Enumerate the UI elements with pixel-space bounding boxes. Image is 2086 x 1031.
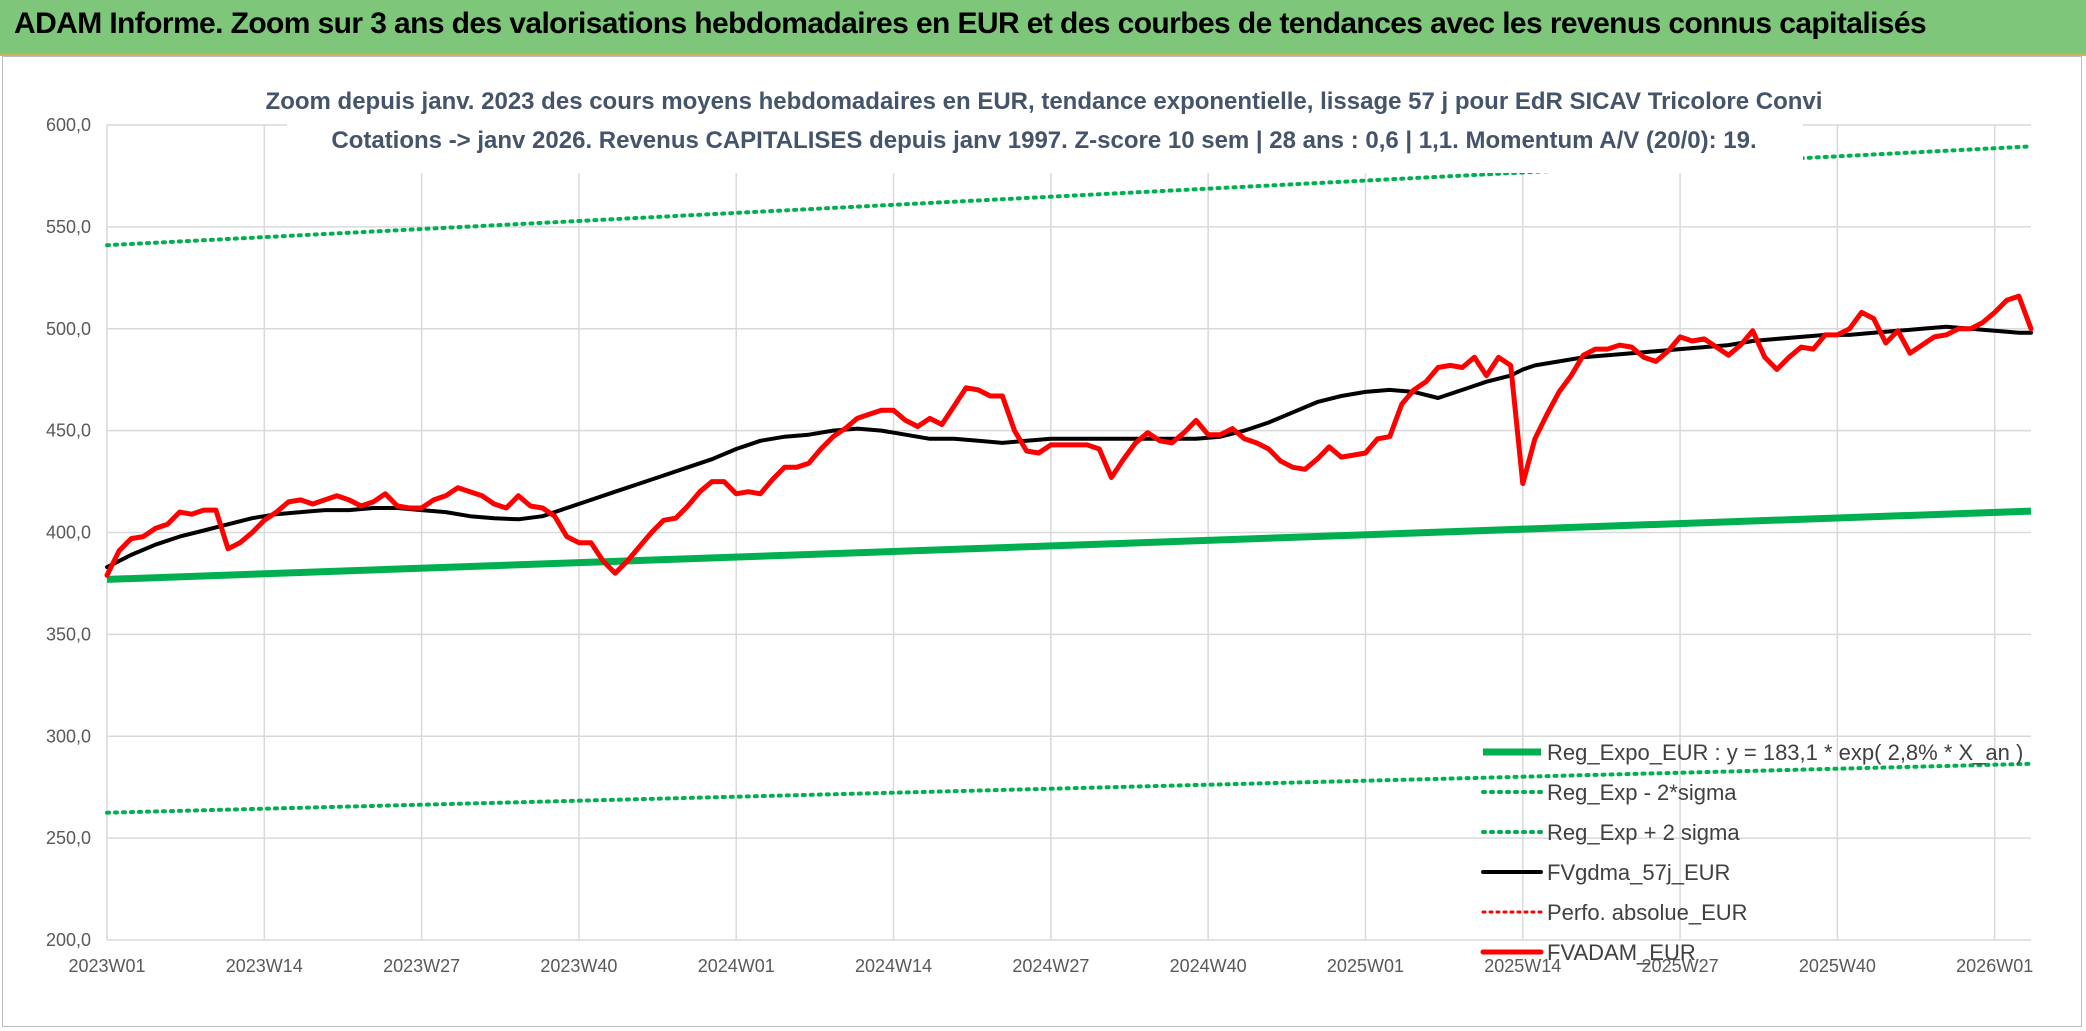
series-reg-minus-2sigma <box>105 761 2033 815</box>
legend-label: FVADAM_EUR <box>1547 940 1696 965</box>
y-tick-label: 300,0 <box>46 726 91 746</box>
y-tick-label: 400,0 <box>46 523 91 543</box>
legend-label: Perfo. absolue_EUR <box>1547 900 1748 925</box>
x-tick-label: 2023W27 <box>383 956 460 976</box>
x-tick-label: 2026W01 <box>1956 956 2033 976</box>
x-tick-label: 2023W14 <box>226 956 303 976</box>
x-tick-label: 2024W27 <box>1012 956 1089 976</box>
chart: 200,0 250,0 300,0 350,0 400,0 450,0 500,0 550,0… <box>46 57 2034 976</box>
x-tick-label: 2025W14 <box>1484 956 1561 976</box>
x-tick-label: 2024W14 <box>855 956 932 976</box>
x-tick-label: 2023W40 <box>540 956 617 976</box>
legend-label: Reg_Expo_EUR : y = 183,1 * exp( 2,8% * X… <box>1547 740 2023 765</box>
x-tick-label: 2025W01 <box>1327 956 1404 976</box>
series-reg-expo <box>106 507 2032 583</box>
chart-title-line-1: Zoom depuis janv. 2023 des cours moyens … <box>266 88 1823 115</box>
y-tick-label: 600,0 <box>46 115 91 135</box>
legend-label: FVgdma_57j_EUR <box>1547 860 1730 885</box>
x-tick-label: 2024W40 <box>1170 956 1247 976</box>
y-tick-label: 350,0 <box>46 624 91 644</box>
legend-label: Reg_Exp - 2*sigma <box>1547 780 1737 805</box>
x-tick-label: 2023W01 <box>68 956 145 976</box>
series-fvadam <box>104 293 2034 578</box>
x-tick-label: 2025W40 <box>1799 956 1876 976</box>
x-tick-label: 2025W27 <box>1642 956 1719 976</box>
series-reg-plus-2sigma <box>105 144 2033 248</box>
report-banner: ADAM Informe. Zoom sur 3 ans des valoris… <box>0 0 2086 56</box>
y-tick-label: 450,0 <box>46 421 91 441</box>
x-tick-label: 2024W01 <box>698 956 775 976</box>
chart-frame: 200,0 250,0 300,0 350,0 400,0 450,0 500,0 550,0… <box>2 56 2082 1027</box>
legend-label: Reg_Exp + 2 sigma <box>1547 820 1740 845</box>
chart-title-line-2: Cotations -> janv 2026. Revenus CAPITALI… <box>331 127 1756 154</box>
y-tick-label: 500,0 <box>46 319 91 339</box>
y-tick-label: 250,0 <box>46 828 91 848</box>
report-title: ADAM Informe. Zoom sur 3 ans des valoris… <box>14 7 1927 40</box>
y-tick-label: 550,0 <box>46 217 91 237</box>
y-tick-label: 200,0 <box>46 930 91 950</box>
